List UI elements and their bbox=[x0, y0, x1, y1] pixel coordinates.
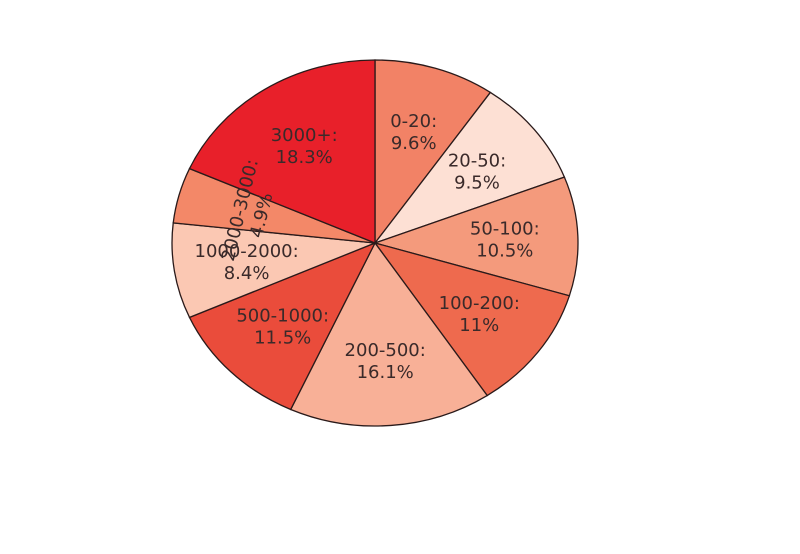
slice-label-3000plus: 3000+: 18.3% bbox=[271, 125, 338, 168]
pie-slice-50-100 bbox=[372, 176, 579, 297]
pie-slice-200-500 bbox=[289, 241, 489, 427]
slice-label-100-200: 100-200: 11% bbox=[439, 293, 520, 336]
slice-category-label: 0-20: bbox=[390, 111, 437, 132]
slice-percent-label: 18.3% bbox=[276, 147, 333, 168]
slice-category-label: 20-50: bbox=[448, 151, 506, 172]
pie-slice-0-20 bbox=[374, 59, 492, 245]
slice-label-200-500: 200-500: 16.1% bbox=[345, 340, 426, 383]
slice-category-label: 500-1000: bbox=[236, 305, 329, 326]
slice-category-label: 1000-2000: bbox=[195, 241, 299, 262]
slice-category-label: 50-100: bbox=[470, 219, 540, 240]
slice-category-label: 100-200: bbox=[439, 293, 520, 314]
slice-percent-label: 11.5% bbox=[254, 327, 311, 348]
slice-percent-label: 8.4% bbox=[224, 263, 270, 284]
slice-label-1000-2000: 1000-2000: 8.4% bbox=[195, 241, 299, 284]
slice-percent-label: 11% bbox=[459, 315, 499, 336]
slice-label-50-100: 50-100: 10.5% bbox=[470, 219, 540, 262]
slice-percent-label: 16.1% bbox=[357, 362, 414, 383]
slice-label-20-50: 20-50: 9.5% bbox=[448, 151, 506, 194]
slice-percent-label: 10.5% bbox=[476, 241, 533, 262]
pie-slice-500-1000 bbox=[188, 241, 377, 411]
slice-label-0-20: 0-20: 9.6% bbox=[390, 111, 437, 154]
pie-labels: 0-20: 9.6%20-50: 9.5%50-100: 10.5%100-200: 1… bbox=[195, 111, 540, 383]
slice-percent-label: 9.5% bbox=[454, 173, 500, 194]
slice-category-label: 3000+: bbox=[271, 125, 338, 146]
slice-label-500-1000: 500-1000: 11.5% bbox=[236, 305, 329, 348]
pie-slice-3000plus bbox=[188, 59, 376, 244]
pie-slice-1000-2000 bbox=[171, 222, 376, 319]
pie-slices bbox=[171, 59, 579, 427]
pie-slice-20-50 bbox=[373, 91, 566, 245]
slice-category-label: 200-500: bbox=[345, 340, 426, 361]
pie-slice-100-200 bbox=[373, 241, 571, 397]
slice-percent-label: 9.6% bbox=[391, 133, 437, 154]
